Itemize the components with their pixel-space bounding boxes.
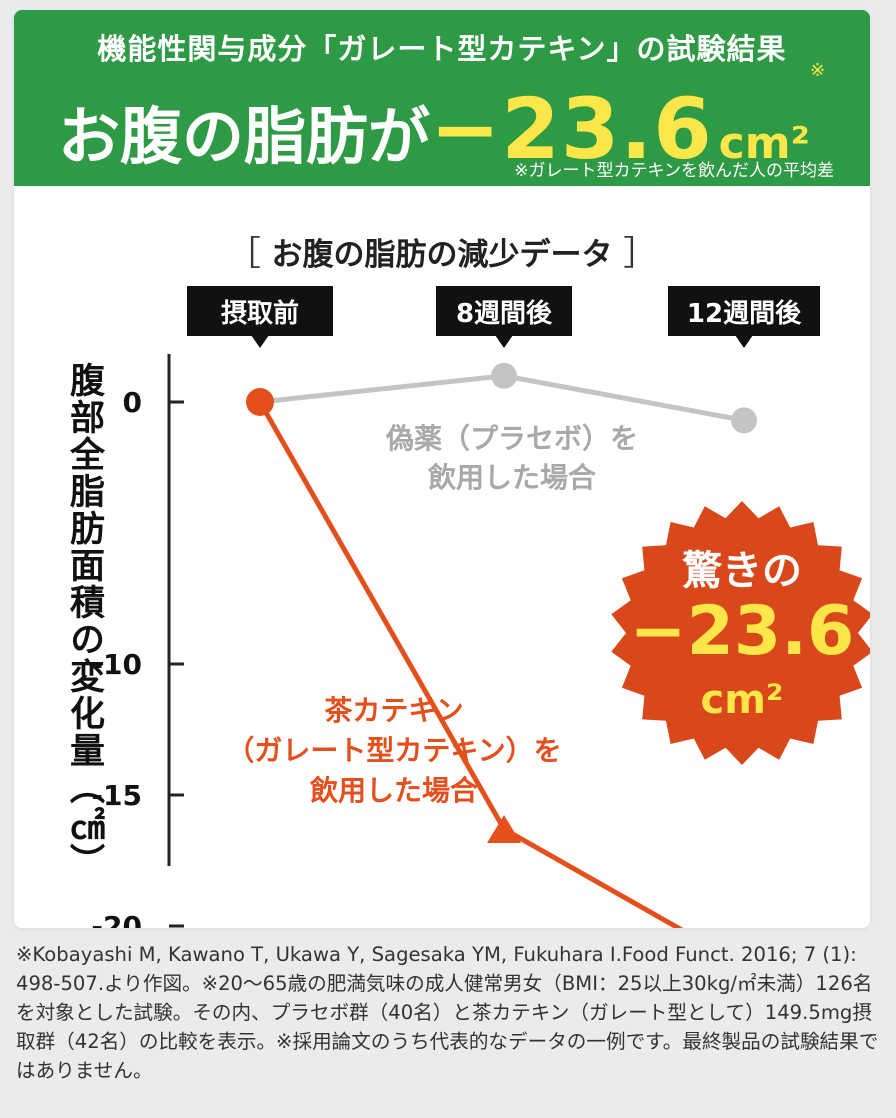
headline-value: −23.6 [430,80,713,178]
catechin-data-point [246,388,274,416]
category-callout-pointer [735,335,753,348]
banner-subtitle: 機能性関与成分「ガレート型カテキン」の試験結果 [97,32,787,66]
result-card: 機能性関与成分「ガレート型カテキン」の試験結果 お腹の脂肪が−23.6 cm² ※… [14,10,870,928]
chart-title-open-bracket: ［ [226,234,261,274]
chart-title-close-bracket: ］ [623,234,658,274]
category-callout-pointer [495,335,513,348]
chart-title-text: お腹の脂肪の減少データ [271,237,613,273]
catechin-data-point [487,815,521,844]
category-callout-pointer [251,335,269,348]
category-callout-box [436,286,572,336]
headline-mark: ※ [810,60,826,81]
y-tick-label: -10 [91,648,142,681]
category-label: 摂取前 [221,298,299,329]
headline-text: お腹の脂肪が [58,100,431,173]
burst-value: −23.6 [629,592,855,671]
banner-headline: お腹の脂肪が−23.6 cm² [58,80,810,178]
placebo-data-point [491,362,517,389]
y-tick-label: 0 [123,386,142,419]
y-tick-label: -15 [91,779,142,812]
catechin-series-label: 飲用した場合 [310,774,479,807]
y-axis-label: 腹部全脂肪面積の変化量（㎠） [64,362,104,880]
placebo-data-point [731,407,757,434]
burst-unit: cm² [700,677,784,723]
placebo-series-label: 偽薬（プラセボ）を [385,422,638,455]
category-callout-box [668,286,820,336]
footnote: ※Kobayashi M, Kawano T, Ukawa Y, Sagesak… [16,943,879,1082]
result-starburst-badge [611,501,870,765]
category-label: 12週間後 [687,298,802,329]
placebo-series-label: 飲用した場合 [428,461,597,494]
y-tick-label: -20 [91,910,142,928]
category-label: 8週間後 [456,298,553,329]
banner-note: ※ガレート型カテキンを飲んだ人の平均差 [514,161,834,181]
burst-line1: 驚きの [682,548,802,594]
chart-title: ［ お腹の脂肪の減少データ ］ [14,226,870,275]
headline-unit: cm² [718,118,810,169]
category-callout-box [187,286,333,336]
result-banner: 機能性関与成分「ガレート型カテキン」の試験結果 お腹の脂肪が−23.6 cm² ※… [14,10,870,186]
catechin-series-label: 茶カテキン [324,694,463,727]
catechin-series-label: （ガレート型カテキン）を [226,734,561,767]
